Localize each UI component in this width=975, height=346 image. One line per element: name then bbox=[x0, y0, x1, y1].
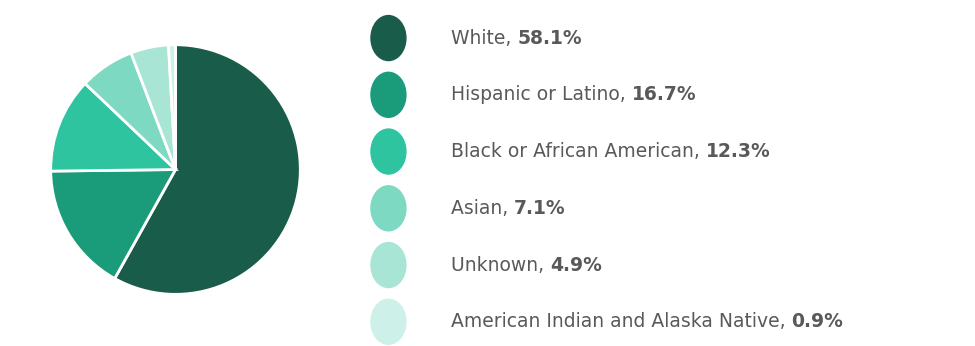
Text: Unknown,: Unknown, bbox=[450, 256, 550, 274]
Ellipse shape bbox=[370, 186, 406, 231]
Wedge shape bbox=[51, 83, 176, 171]
Wedge shape bbox=[85, 53, 176, 170]
Text: 7.1%: 7.1% bbox=[514, 199, 566, 218]
Text: 16.7%: 16.7% bbox=[632, 85, 696, 104]
Ellipse shape bbox=[370, 243, 406, 288]
Ellipse shape bbox=[370, 129, 406, 174]
Wedge shape bbox=[131, 45, 176, 170]
Text: 0.9%: 0.9% bbox=[792, 312, 843, 331]
Text: 58.1%: 58.1% bbox=[517, 29, 582, 47]
Ellipse shape bbox=[370, 16, 406, 61]
Wedge shape bbox=[115, 45, 300, 294]
Text: Black or African American,: Black or African American, bbox=[450, 142, 706, 161]
Text: 4.9%: 4.9% bbox=[550, 256, 602, 274]
Text: White,: White, bbox=[450, 29, 517, 47]
Wedge shape bbox=[169, 45, 176, 170]
Wedge shape bbox=[51, 170, 176, 279]
Ellipse shape bbox=[370, 299, 406, 344]
Text: Asian,: Asian, bbox=[450, 199, 514, 218]
Text: Hispanic or Latino,: Hispanic or Latino, bbox=[450, 85, 632, 104]
Ellipse shape bbox=[370, 72, 406, 117]
Text: 12.3%: 12.3% bbox=[706, 142, 770, 161]
Text: American Indian and Alaska Native,: American Indian and Alaska Native, bbox=[450, 312, 792, 331]
